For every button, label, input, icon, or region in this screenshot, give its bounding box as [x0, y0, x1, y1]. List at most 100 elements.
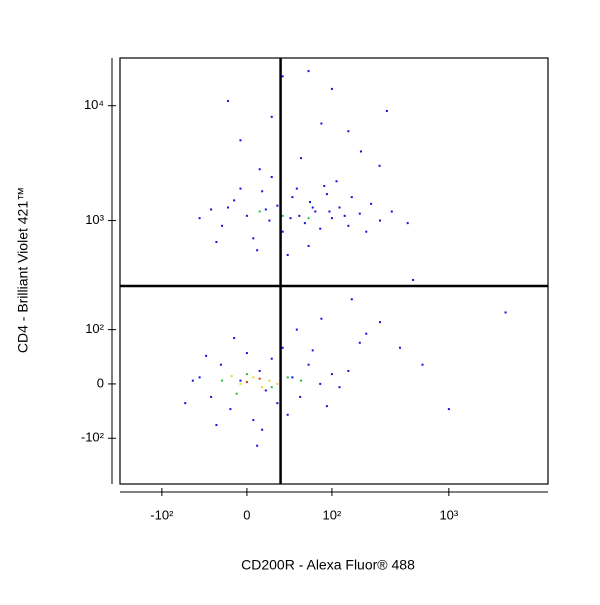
event-dot: [365, 230, 368, 233]
event-dot: [291, 196, 294, 199]
event-dot: [299, 157, 302, 160]
event-dot: [258, 168, 261, 171]
event-dot: [261, 386, 264, 389]
event-dot: [233, 199, 236, 202]
event-dot: [325, 405, 328, 408]
event-dot: [385, 109, 388, 112]
event-dot: [268, 219, 271, 222]
event-dot: [252, 419, 255, 422]
event-dot: [276, 402, 279, 405]
y-tick-label: 10⁴: [84, 97, 104, 112]
event-dot: [270, 386, 273, 389]
event-dot: [347, 369, 350, 372]
event-dot: [328, 210, 331, 213]
event-dot: [252, 237, 255, 240]
event-dot: [245, 352, 248, 355]
y-axis-label: CD4 - Brilliant Violet 421™: [15, 187, 31, 353]
event-dot: [184, 402, 187, 405]
event-dot: [398, 346, 401, 349]
event-dot: [281, 214, 284, 217]
event-dot: [226, 206, 229, 209]
event-dot: [330, 373, 333, 376]
x-tick-label: -10²: [150, 507, 174, 522]
event-dot: [311, 206, 314, 209]
x-tick-label: 10³: [439, 507, 458, 522]
event-dot: [307, 70, 310, 73]
event-dot: [307, 244, 310, 247]
event-dot: [210, 395, 213, 398]
event-dot: [286, 253, 289, 256]
y-tick-label: -10²: [81, 430, 105, 445]
event-dot: [378, 164, 381, 167]
event-dot: [412, 278, 415, 281]
event-dot: [198, 376, 201, 379]
event-dot: [330, 217, 333, 220]
event-dot: [365, 332, 368, 335]
event-dot: [221, 379, 224, 382]
event-dot: [281, 230, 284, 233]
event-dot: [256, 249, 259, 252]
event-dot: [350, 196, 353, 199]
event-dot: [268, 379, 271, 382]
event-dot: [215, 424, 218, 427]
event-dot: [286, 376, 289, 379]
event-dot: [205, 354, 208, 357]
event-dot: [295, 328, 298, 331]
event-dot: [239, 382, 242, 385]
event-dot: [319, 227, 322, 230]
event-dot: [303, 222, 306, 225]
event-dot: [289, 217, 292, 220]
event-dot: [359, 150, 362, 153]
plot-frame: [119, 57, 549, 485]
event-dot: [210, 208, 213, 211]
event-dot: [319, 382, 322, 385]
event-dot: [378, 219, 381, 222]
event-dot: [311, 349, 314, 352]
event-dot: [325, 193, 328, 196]
y-tick-label: 10²: [85, 321, 104, 336]
event-dot: [343, 214, 346, 217]
event-dot: [406, 222, 409, 225]
event-dot: [258, 369, 261, 372]
event-dot: [281, 346, 284, 349]
event-dot: [370, 202, 373, 205]
event-dot: [233, 337, 236, 340]
event-dot: [390, 210, 393, 213]
event-dot: [421, 363, 424, 366]
event-dot: [350, 298, 353, 301]
event-dot: [291, 376, 294, 379]
event-dot: [358, 212, 361, 215]
event-dot: [307, 217, 310, 220]
event-dot: [347, 224, 350, 227]
event-dot: [270, 175, 273, 178]
event-dot: [261, 428, 264, 431]
event-dot: [338, 386, 341, 389]
event-dot: [239, 379, 242, 382]
event-dot: [347, 130, 350, 133]
event-dot: [335, 180, 338, 183]
event-dot: [264, 389, 267, 392]
event-dot: [447, 408, 450, 411]
event-dot: [307, 363, 310, 366]
event-dot: [299, 395, 302, 398]
x-axis-label: CD200R - Alexa Fluor® 488: [241, 557, 415, 573]
event-dot: [229, 408, 232, 411]
event-dot: [270, 115, 273, 118]
event-dot: [261, 190, 264, 193]
event-dot: [308, 201, 311, 204]
event-dot: [239, 139, 242, 142]
event-dot: [235, 392, 238, 395]
event-dot: [504, 311, 507, 314]
event-dot: [298, 214, 301, 217]
event-dot: [323, 185, 326, 188]
event-dot: [276, 204, 279, 207]
event-dot: [221, 224, 224, 227]
event-dot: [378, 321, 381, 324]
event-dot: [330, 87, 333, 90]
event-dot: [338, 206, 341, 209]
event-dot: [320, 317, 323, 320]
event-dot: [226, 99, 229, 102]
event-dot: [320, 122, 323, 125]
event-dot: [281, 75, 284, 78]
